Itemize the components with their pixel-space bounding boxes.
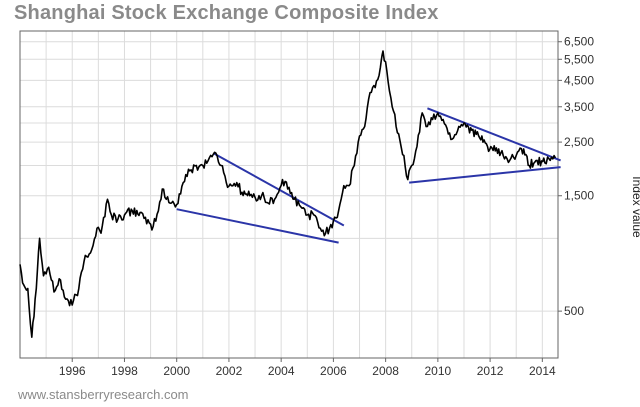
source-credit: www.stansberryresearch.com	[18, 387, 189, 402]
y-tick-label: 3,500	[564, 100, 594, 114]
y-tick-label: 4,500	[564, 73, 594, 87]
x-tick-label: 1998	[111, 364, 138, 378]
series	[19, 50, 557, 338]
trendline	[176, 208, 339, 244]
trendlines	[176, 107, 561, 244]
y-tick-label: 2,500	[564, 135, 594, 149]
x-tick-label: 2006	[320, 364, 347, 378]
x-tick-label: 2012	[477, 364, 504, 378]
x-tick-label: 2004	[268, 364, 295, 378]
y-tick-label: 1,500	[564, 189, 594, 203]
x-tick-label: 1996	[59, 364, 86, 378]
y-tick-label: 500	[564, 304, 584, 318]
x-tick-label: 2000	[163, 364, 190, 378]
series-line	[19, 50, 557, 338]
y-tick-label: 6,500	[564, 35, 594, 49]
y-tick-label: 5,500	[564, 52, 594, 66]
x-tick-label: 2014	[529, 364, 556, 378]
chart-title: Shanghai Stock Exchange Composite Index	[14, 2, 439, 24]
y-axis-label: Index value	[630, 176, 640, 238]
grid	[20, 31, 558, 358]
trendline	[427, 107, 561, 162]
x-tick-label: 2008	[372, 364, 399, 378]
plot-frame	[19, 30, 559, 359]
x-tick-label: 2010	[425, 364, 452, 378]
trendline	[212, 152, 345, 227]
x-axis: 1996 1998 2000 2002 2004 2006 2008 2010 2012 2014	[59, 358, 556, 378]
x-tick-label: 2002	[216, 364, 243, 378]
y-axis: 500 1,500 2,500 3,500 4,500 5,500 6,500	[558, 35, 594, 318]
trendline	[409, 166, 561, 184]
